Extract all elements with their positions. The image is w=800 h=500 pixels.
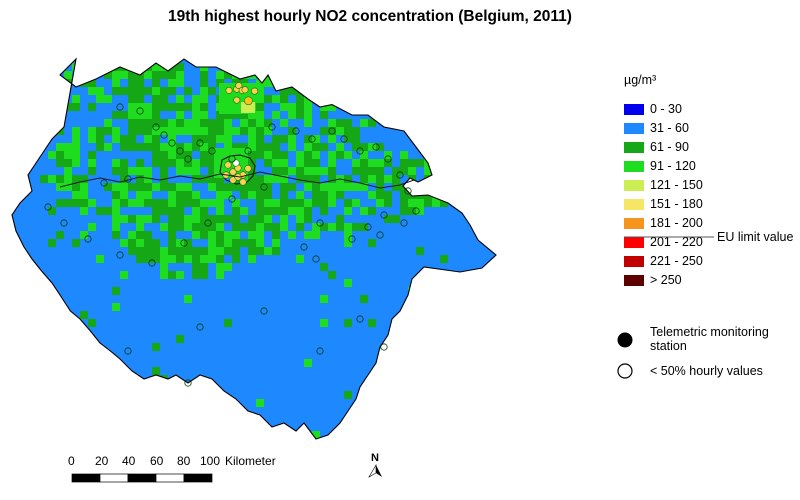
svg-text:0: 0 <box>68 454 75 468</box>
svg-text:20: 20 <box>95 454 109 468</box>
svg-text:80: 80 <box>177 454 191 468</box>
svg-text:EU limit value: EU limit value <box>717 230 793 244</box>
svg-text:station: station <box>650 339 687 353</box>
svg-text:Kilometer: Kilometer <box>225 454 276 468</box>
svg-text:µg/m³: µg/m³ <box>624 73 656 87</box>
svg-text:151 - 180: 151 - 180 <box>650 197 703 211</box>
svg-text:100: 100 <box>200 454 220 468</box>
svg-text:Telemetric monitoring: Telemetric monitoring <box>650 325 769 339</box>
svg-text:181 - 200: 181 - 200 <box>650 216 703 230</box>
svg-text:0 - 30: 0 - 30 <box>650 102 682 116</box>
svg-text:121 - 150: 121 - 150 <box>650 178 703 192</box>
svg-text:91 - 120: 91 - 120 <box>650 159 696 173</box>
svg-text:N: N <box>371 452 379 464</box>
svg-text:31 - 60: 31 - 60 <box>650 121 689 135</box>
svg-text:> 250: > 250 <box>650 273 682 287</box>
svg-text:40: 40 <box>122 454 136 468</box>
svg-text:221 - 250: 221 - 250 <box>650 254 703 268</box>
svg-text:< 50% hourly values: < 50% hourly values <box>650 364 763 378</box>
svg-text:60: 60 <box>150 454 164 468</box>
svg-text:61 - 90: 61 - 90 <box>650 140 689 154</box>
